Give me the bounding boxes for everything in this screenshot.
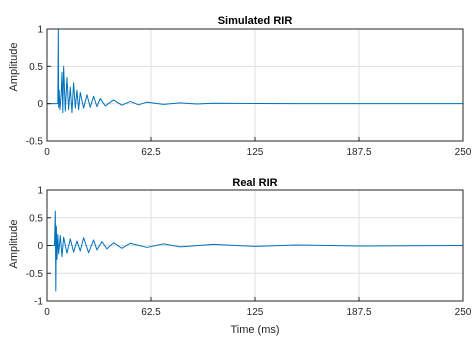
real-rir-xlabel: Time (ms) [230, 324, 279, 336]
rir-trace [47, 28, 463, 114]
y-tick-label: 0.5 [29, 62, 43, 73]
x-tick-label: 250 [455, 147, 472, 158]
grid-lines [46, 28, 464, 142]
x-tick-label: 187.5 [346, 307, 371, 318]
y-tick-label: 1 [37, 186, 43, 197]
y-tick-label: -0.5 [26, 137, 44, 148]
rir-trace [47, 210, 464, 292]
y-tick-label: 0.5 [29, 213, 43, 224]
x-tick-label: 0 [44, 147, 50, 158]
y-tick-label: 1 [37, 25, 43, 36]
y-tick-label: 0 [37, 241, 43, 252]
x-tick-label: 62.5 [141, 147, 161, 158]
x-tick-label: 0 [44, 307, 50, 318]
y-tick-label: 0 [37, 99, 43, 110]
simulated-rir-title: Simulated RIR [218, 15, 293, 27]
simulated-rir-ylabel: Amplitude [8, 43, 20, 92]
real-rir-ylabel: Amplitude [8, 220, 20, 269]
y-tick-label: -1 [34, 297, 43, 308]
x-tick-label: 250 [455, 307, 472, 318]
x-tick-label: 125 [247, 307, 264, 318]
x-tick-label: 62.5 [141, 307, 161, 318]
y-tick-label: -0.5 [26, 269, 44, 280]
x-tick-label: 125 [247, 147, 264, 158]
real-rir-panel: Real RIR Amplitude Time (ms) 0 62.5 125 187… [8, 177, 472, 336]
real-rir-title: Real RIR [232, 177, 277, 189]
x-tick-label: 187.5 [346, 147, 371, 158]
simulated-rir-panel: Simulated RIR Amplitude 0 62.5 125 187.5 250… [8, 15, 472, 158]
